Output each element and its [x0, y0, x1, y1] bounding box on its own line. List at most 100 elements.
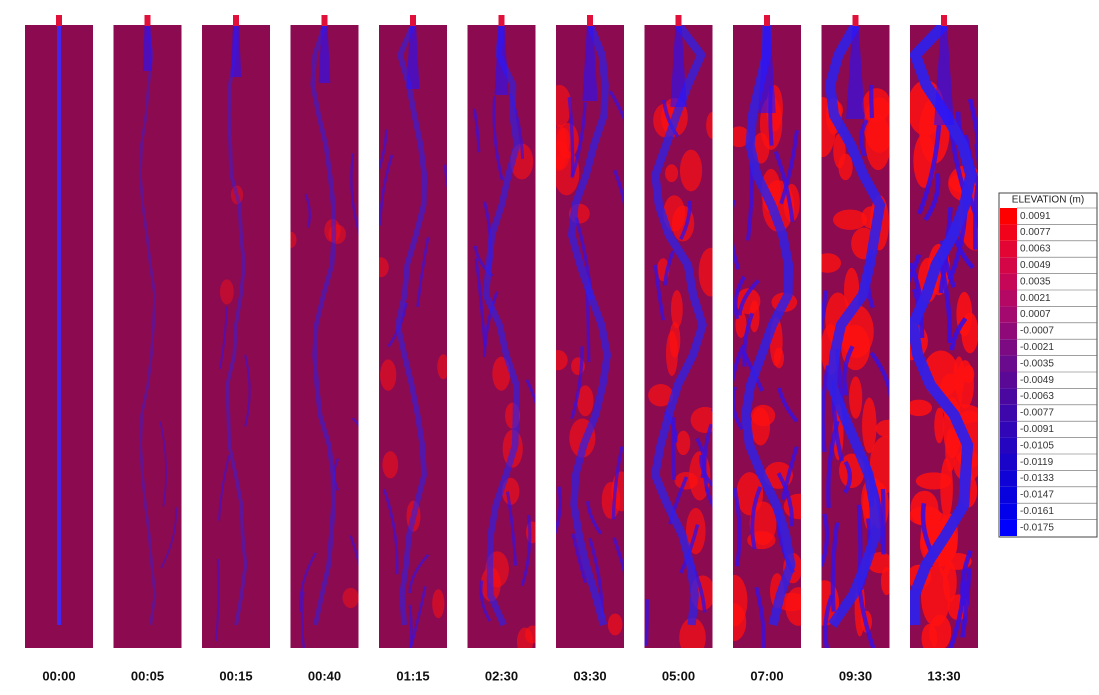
- branch-channel: [443, 164, 447, 189]
- branch-channel: [733, 487, 742, 567]
- branch-channel: [910, 254, 922, 283]
- inlet-plume: [230, 25, 242, 77]
- branch-channel: [479, 580, 492, 622]
- inlet-plume: [142, 25, 153, 71]
- inlet-plume: [934, 25, 954, 125]
- deposit: [679, 149, 703, 192]
- deposit: [290, 231, 297, 248]
- legend-swatch: [1000, 388, 1017, 405]
- branch-channel: [869, 351, 890, 399]
- branch-channel: [750, 486, 763, 550]
- main-channel: [310, 25, 337, 626]
- branch-channel: [737, 279, 760, 316]
- deposit: [821, 253, 842, 273]
- legend-label: -0.0007: [1020, 326, 1054, 337]
- branch-channel: [159, 421, 167, 507]
- legend-swatch: [1000, 355, 1017, 372]
- branch-channel: [299, 552, 317, 613]
- inlet: [941, 15, 947, 26]
- deposit: [875, 419, 890, 438]
- deposit: [607, 613, 623, 636]
- deposit: [690, 406, 713, 433]
- branch-channel: [859, 118, 869, 157]
- deposit: [556, 350, 568, 371]
- main-channel: [567, 25, 611, 626]
- legend-swatch: [1000, 404, 1017, 422]
- deposit: [492, 356, 511, 391]
- branch-channel: [608, 90, 624, 123]
- main-channel: [741, 25, 796, 627]
- legend-swatch: [1000, 240, 1017, 258]
- legend-swatch: [1000, 503, 1017, 520]
- legend-swatch: [1000, 486, 1017, 504]
- branch-channel: [586, 501, 603, 535]
- legend-label: -0.0119: [1020, 457, 1054, 468]
- branch-channel: [960, 568, 972, 638]
- deposit: [849, 376, 863, 419]
- legend-label: 0.0049: [1020, 260, 1051, 271]
- panel: [821, 25, 890, 648]
- legend-title: ELEVATION (m): [1012, 195, 1084, 206]
- panel: [379, 25, 447, 648]
- legend-label: -0.0021: [1020, 342, 1054, 353]
- branch-channel: [733, 199, 741, 270]
- branch-channel: [300, 591, 306, 648]
- deposit: [862, 88, 890, 123]
- branch-channel: [704, 486, 713, 508]
- branch-channel: [379, 129, 388, 173]
- panel: [644, 25, 713, 648]
- branch-channel: [408, 553, 430, 594]
- time-label: 03:30: [573, 668, 606, 683]
- deposit: [733, 603, 747, 642]
- deposit: [437, 354, 447, 380]
- deposit: [556, 84, 572, 127]
- branch-channel: [679, 200, 692, 241]
- legend-label: -0.0063: [1020, 391, 1054, 402]
- deposit: [526, 521, 536, 544]
- legend-swatch: [1000, 273, 1017, 290]
- legend-label: -0.0035: [1020, 358, 1054, 369]
- legend-swatch: [1000, 372, 1017, 389]
- branch-channel: [351, 417, 359, 427]
- legend-swatch: [1000, 421, 1017, 438]
- branch-channel: [842, 345, 855, 396]
- time-label: 01:15: [396, 668, 429, 683]
- deposit: [679, 617, 706, 648]
- legend-label: 0.0091: [1020, 211, 1051, 222]
- branch-channel: [949, 317, 968, 351]
- time-label: 07:00: [750, 668, 783, 683]
- branch-channel: [843, 460, 852, 494]
- time-label: 02:30: [485, 668, 518, 683]
- panels: 00:00 00:05 00:15 00:40 01:15 02:30 03:30 05:00…: [25, 15, 978, 683]
- panel: [910, 25, 978, 648]
- inlet: [587, 15, 593, 26]
- branch-channel: [754, 586, 766, 648]
- inlet: [410, 15, 416, 26]
- branch-channel: [304, 193, 311, 228]
- legend-label: -0.0147: [1020, 490, 1054, 501]
- branch-channel: [215, 559, 220, 641]
- deposit: [940, 457, 953, 519]
- inlet-plume: [318, 25, 331, 83]
- branch-channel: [408, 604, 413, 648]
- deposit: [910, 399, 933, 417]
- deposit: [880, 567, 890, 596]
- branch-channel: [472, 108, 481, 153]
- branch-channel: [520, 514, 532, 587]
- branch-channel: [869, 85, 875, 119]
- panel: [556, 25, 624, 648]
- branch-channel: [349, 535, 359, 566]
- time-label: 00:05: [131, 668, 164, 683]
- branch-channel: [830, 522, 840, 612]
- legend-label: -0.0133: [1020, 473, 1054, 484]
- branch-channel: [567, 97, 575, 176]
- inlet-plume: [494, 25, 509, 95]
- deposit: [698, 247, 713, 297]
- legend-label: -0.0049: [1020, 375, 1054, 386]
- branch-channel: [653, 264, 666, 321]
- panel-background: [113, 25, 182, 648]
- branch-channel: [244, 354, 251, 427]
- deposit: [230, 185, 244, 205]
- panel-background: [379, 25, 447, 648]
